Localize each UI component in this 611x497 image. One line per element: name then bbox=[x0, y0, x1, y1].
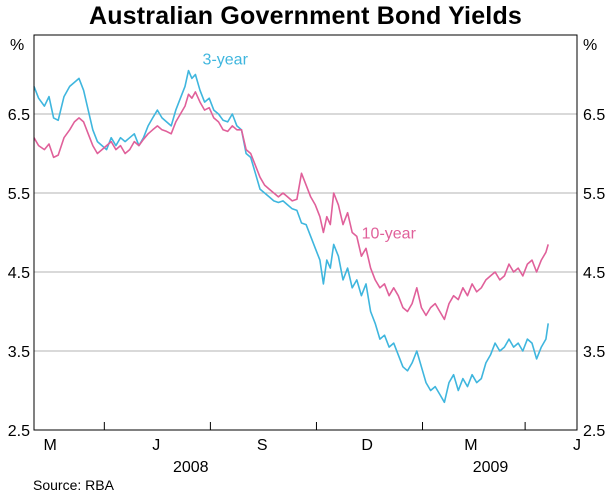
y-tick-label-right: 3.5 bbox=[583, 344, 605, 361]
y-tick-label-left: 4.5 bbox=[8, 265, 30, 282]
axis-ticks: 2.5 2.5 3.5 3.5 4.5 4.5 5.5 5.5 6.5 6.5 M J S D M J 2008… bbox=[8, 107, 606, 476]
y-tick-label-right: 2.5 bbox=[583, 423, 605, 440]
x-year-label: 2009 bbox=[473, 459, 509, 476]
y-tick-label-left: 6.5 bbox=[8, 107, 30, 124]
grid-lines bbox=[34, 113, 577, 352]
series-line-10-year bbox=[33, 91, 549, 321]
y-unit-right: % bbox=[583, 37, 597, 54]
y-tick-label-left: 5.5 bbox=[8, 186, 30, 203]
x-tick-label: J bbox=[152, 437, 160, 454]
x-tick-label: S bbox=[257, 437, 268, 454]
series-lines bbox=[33, 69, 549, 404]
x-tick-label: M bbox=[43, 437, 56, 454]
annotation-10-year: 10-year bbox=[362, 225, 417, 242]
plot-frame bbox=[33, 34, 578, 431]
y-tick-label-left: 2.5 bbox=[8, 423, 30, 440]
x-tick-label: J bbox=[573, 437, 581, 454]
x-year-label: 2008 bbox=[173, 459, 209, 476]
y-unit-left: % bbox=[10, 37, 24, 54]
y-tick-label-right: 6.5 bbox=[583, 107, 605, 124]
chart-title: Australian Government Bond Yields bbox=[88, 2, 523, 30]
y-tick-label-left: 3.5 bbox=[8, 344, 30, 361]
x-tick-label: M bbox=[464, 437, 477, 454]
annotation-3-year: 3-year bbox=[203, 52, 249, 69]
y-tick-label-right: 5.5 bbox=[583, 186, 605, 203]
x-tick-label: D bbox=[361, 437, 373, 454]
y-tick-label-right: 4.5 bbox=[583, 265, 605, 282]
source-note: Source: RBA bbox=[33, 477, 114, 493]
series-line-3-year bbox=[33, 69, 549, 404]
annotation-labels: 3-year 10-year bbox=[203, 52, 417, 243]
